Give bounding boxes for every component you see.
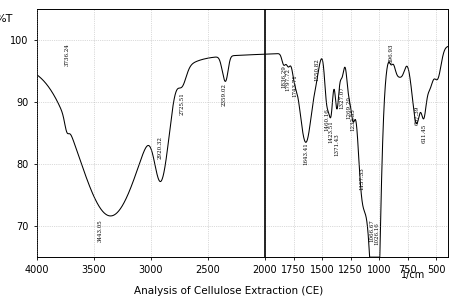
Text: 1550.82: 1550.82 [314,59,319,81]
Text: 1157.33: 1157.33 [359,167,364,190]
Text: 1066.67: 1066.67 [369,219,374,242]
Text: 1269.20: 1269.20 [346,96,351,119]
Text: 1460.16: 1460.16 [324,108,329,131]
Text: Analysis of Cellulose Extraction (CE): Analysis of Cellulose Extraction (CE) [134,286,323,296]
Text: 1423.51: 1423.51 [329,120,334,144]
Text: 896.93: 896.93 [388,43,393,62]
Text: 2920.32: 2920.32 [157,136,162,159]
Text: 2359.02: 2359.02 [222,83,227,106]
Text: 1371.43: 1371.43 [335,133,340,156]
Text: 1026.16: 1026.16 [374,222,379,245]
Text: 1797.72: 1797.72 [286,68,291,91]
Text: 611.45: 611.45 [421,124,426,143]
Text: 3736.24: 3736.24 [64,43,69,66]
Text: 3443.05: 3443.05 [98,219,103,242]
Text: 1643.41: 1643.41 [303,142,308,165]
Text: 1327.07: 1327.07 [340,86,345,109]
Text: 2725.51: 2725.51 [180,93,185,115]
Text: 1836.29: 1836.29 [281,65,286,88]
Text: 667.39: 667.39 [415,105,420,124]
Text: 1743.71: 1743.71 [292,74,297,97]
Text: 1232.55: 1232.55 [350,108,355,131]
Text: 1/cm: 1/cm [401,270,425,280]
Y-axis label: %T: %T [0,14,13,24]
